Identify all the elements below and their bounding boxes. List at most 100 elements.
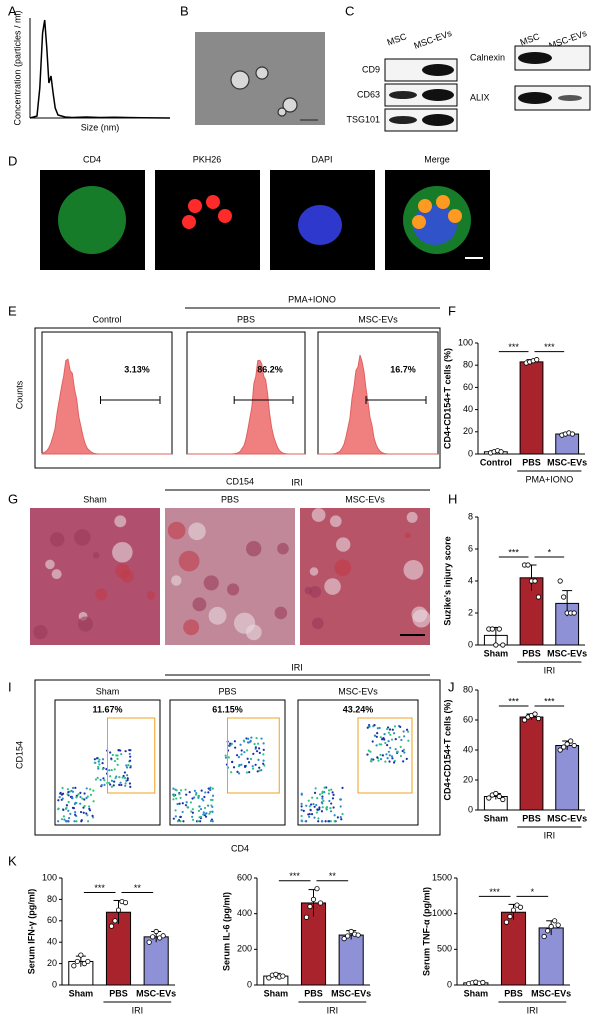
panel-title: MSC-EVs (358, 314, 398, 324)
bar (519, 716, 544, 811)
bar (538, 927, 564, 986)
event (260, 737, 263, 740)
tissue-spot (33, 624, 48, 640)
event (307, 813, 310, 816)
panel-title: Control (92, 314, 121, 324)
data-point (317, 900, 324, 906)
event (336, 816, 339, 819)
event (258, 769, 261, 772)
event (196, 820, 200, 823)
event (124, 750, 127, 753)
event (126, 774, 129, 777)
blot-row: Calnexin (470, 52, 505, 62)
event (243, 750, 246, 754)
event (318, 806, 321, 809)
event (405, 757, 408, 760)
tissue-spot (329, 515, 342, 528)
tissue-spot (192, 597, 207, 612)
event (71, 790, 75, 793)
event (328, 799, 331, 803)
event (318, 793, 322, 796)
tissue-spot (45, 559, 55, 570)
vesicle (230, 70, 250, 90)
event (323, 791, 326, 794)
event (63, 818, 66, 821)
event (109, 783, 112, 786)
band (422, 114, 454, 126)
event (316, 797, 319, 800)
event (60, 818, 64, 821)
axis-label: Concentration (particles / ml) (12, 10, 22, 125)
event (116, 754, 119, 757)
tissue-spot (311, 508, 326, 522)
event (300, 819, 303, 822)
event (101, 758, 105, 761)
band (422, 89, 454, 101)
tissue-spot (203, 575, 219, 591)
axis-label: Serum IL-6 (pg/ml) (221, 892, 231, 971)
panel-title: MSC-EVs (338, 686, 378, 696)
event (65, 804, 69, 807)
event (378, 726, 381, 730)
significance: *** (544, 342, 555, 352)
event (240, 749, 243, 752)
event (389, 733, 392, 736)
event (235, 754, 239, 757)
event (331, 791, 334, 794)
event (83, 804, 86, 808)
significance: * (548, 547, 552, 557)
event (252, 752, 255, 755)
event (179, 796, 182, 800)
event (69, 812, 72, 815)
event (66, 788, 70, 791)
tissue-spot (115, 563, 130, 579)
event (74, 786, 77, 789)
event (175, 797, 178, 800)
y-tick-label: 0 (468, 804, 473, 814)
data-point (561, 744, 567, 750)
significance: * (531, 887, 535, 897)
event (321, 806, 324, 809)
evs (206, 195, 220, 209)
data-point (345, 933, 351, 939)
event (325, 806, 328, 810)
event (392, 761, 396, 764)
event (392, 732, 396, 735)
significance: *** (508, 547, 519, 557)
data-point (355, 932, 361, 938)
event (85, 787, 88, 790)
event (129, 749, 132, 752)
data-point (503, 919, 510, 925)
tissue-spot (412, 609, 431, 628)
axis-label: Suzike's injury score (442, 536, 452, 625)
event (308, 805, 311, 808)
data-point (493, 642, 499, 648)
panel-letter: A (8, 3, 17, 18)
event (197, 796, 200, 799)
y-tick-label: 0 (52, 979, 57, 989)
event (66, 820, 69, 823)
event (113, 759, 117, 763)
evs (418, 199, 432, 213)
event (229, 742, 232, 745)
event (64, 820, 68, 823)
data-point (564, 741, 570, 747)
event (68, 817, 71, 820)
data-point (310, 896, 317, 903)
data-point (146, 939, 152, 945)
event (245, 771, 249, 774)
panel-letter: H (448, 491, 457, 506)
event (79, 795, 82, 799)
data-point (557, 747, 563, 753)
tissue-spot (312, 617, 324, 630)
data-point (85, 958, 91, 965)
event (109, 751, 112, 754)
event (206, 804, 210, 807)
event (300, 808, 303, 812)
data-point (273, 971, 279, 977)
event (321, 790, 324, 793)
tissue-spot (49, 532, 65, 547)
event (390, 738, 394, 741)
event (125, 766, 129, 769)
vesicle (277, 107, 287, 117)
